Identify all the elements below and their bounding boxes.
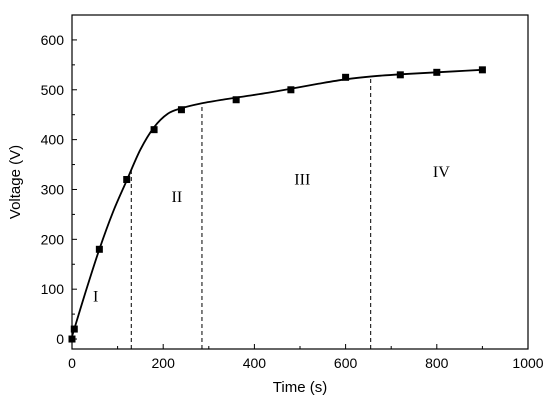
data-point-12 bbox=[478, 66, 486, 74]
x-tick-label-800: 800 bbox=[425, 355, 449, 371]
y-tick-label-500: 500 bbox=[41, 82, 65, 98]
x-tick-label-200: 200 bbox=[152, 355, 176, 371]
data-point-8 bbox=[287, 86, 295, 94]
data-point-3 bbox=[95, 245, 103, 253]
x-tick-label-400: 400 bbox=[243, 355, 267, 371]
y-axis-title: Voltage (V) bbox=[7, 145, 24, 219]
region-label-ii: II bbox=[172, 189, 183, 206]
data-point-7 bbox=[232, 96, 240, 104]
region-label-iv: IV bbox=[433, 164, 450, 181]
x-tick-label-0: 0 bbox=[68, 355, 76, 371]
y-tick-label-100: 100 bbox=[41, 281, 65, 297]
y-tick-label-600: 600 bbox=[41, 32, 65, 48]
y-tick-label-200: 200 bbox=[41, 231, 65, 247]
region-label-i: I bbox=[93, 289, 98, 306]
data-point-11 bbox=[433, 68, 441, 76]
data-point-5 bbox=[150, 126, 158, 134]
x-tick-label-1000: 1000 bbox=[512, 355, 543, 371]
y-tick-label-400: 400 bbox=[41, 132, 65, 148]
region-label-iii: III bbox=[294, 171, 310, 188]
data-point-4 bbox=[123, 176, 131, 184]
fit-curve bbox=[71, 68, 483, 337]
data-point-9 bbox=[342, 73, 350, 81]
x-tick-label-600: 600 bbox=[334, 355, 358, 371]
x-axis-title: Time (s) bbox=[273, 379, 327, 396]
data-point-2 bbox=[70, 325, 78, 333]
data-point-6 bbox=[177, 106, 185, 114]
axes: 0 200 400 600 800 1000 0 100 200 300 400 500 600 bbox=[41, 14, 544, 371]
y-tick-label-0: 0 bbox=[56, 331, 64, 347]
data-point-10 bbox=[396, 71, 404, 79]
y-tick-label-300: 300 bbox=[41, 181, 65, 197]
